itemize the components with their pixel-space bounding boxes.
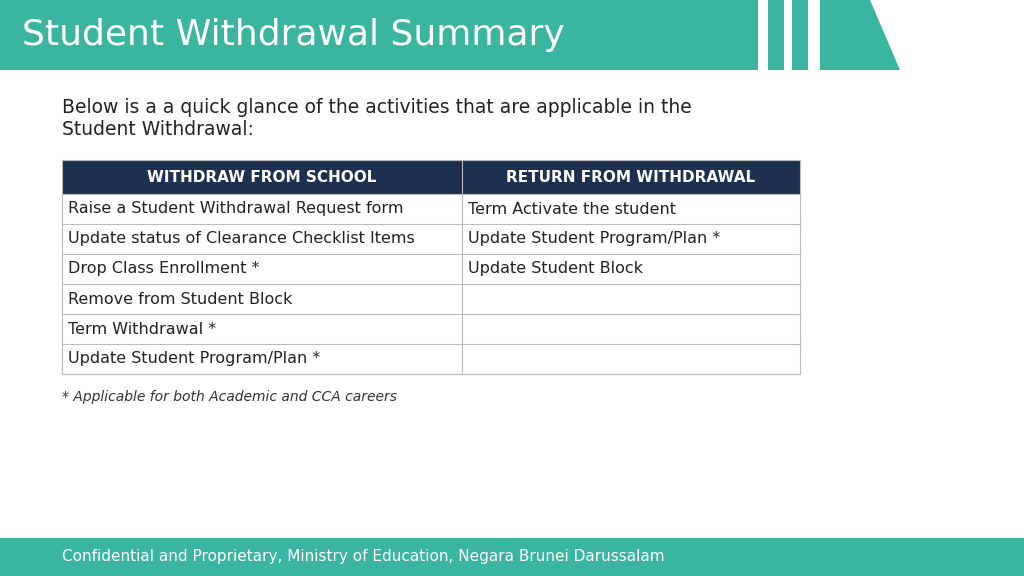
FancyBboxPatch shape (62, 224, 800, 254)
FancyBboxPatch shape (792, 0, 808, 70)
Text: Raise a Student Withdrawal Request form: Raise a Student Withdrawal Request form (68, 202, 403, 217)
Text: Update status of Clearance Checklist Items: Update status of Clearance Checklist Ite… (68, 232, 415, 247)
Text: Update Student Block: Update Student Block (468, 262, 643, 276)
Text: WITHDRAW FROM SCHOOL: WITHDRAW FROM SCHOOL (147, 169, 377, 184)
FancyBboxPatch shape (62, 344, 800, 374)
Text: Remove from Student Block: Remove from Student Block (68, 291, 293, 306)
FancyBboxPatch shape (62, 284, 800, 314)
Text: Student Withdrawal Summary: Student Withdrawal Summary (22, 18, 565, 52)
Text: Below is a a quick glance of the activities that are applicable in the: Below is a a quick glance of the activit… (62, 98, 692, 117)
FancyBboxPatch shape (0, 538, 1024, 576)
Text: Student Withdrawal:: Student Withdrawal: (62, 120, 254, 139)
Text: Term Activate the student: Term Activate the student (468, 202, 676, 217)
FancyBboxPatch shape (0, 0, 758, 70)
FancyBboxPatch shape (62, 254, 800, 284)
Text: * Applicable for both Academic and CCA careers: * Applicable for both Academic and CCA c… (62, 390, 397, 404)
FancyBboxPatch shape (62, 160, 800, 194)
Text: Confidential and Proprietary, Ministry of Education, Negara Brunei Darussalam: Confidential and Proprietary, Ministry o… (62, 550, 665, 564)
Polygon shape (820, 0, 900, 70)
Text: Term Withdrawal *: Term Withdrawal * (68, 321, 216, 336)
Text: Update Student Program/Plan *: Update Student Program/Plan * (468, 232, 720, 247)
Text: Update Student Program/Plan *: Update Student Program/Plan * (68, 351, 321, 366)
Text: Drop Class Enrollment *: Drop Class Enrollment * (68, 262, 259, 276)
FancyBboxPatch shape (768, 0, 784, 70)
Text: RETURN FROM WITHDRAWAL: RETURN FROM WITHDRAWAL (507, 169, 756, 184)
FancyBboxPatch shape (62, 194, 800, 224)
FancyBboxPatch shape (62, 314, 800, 344)
